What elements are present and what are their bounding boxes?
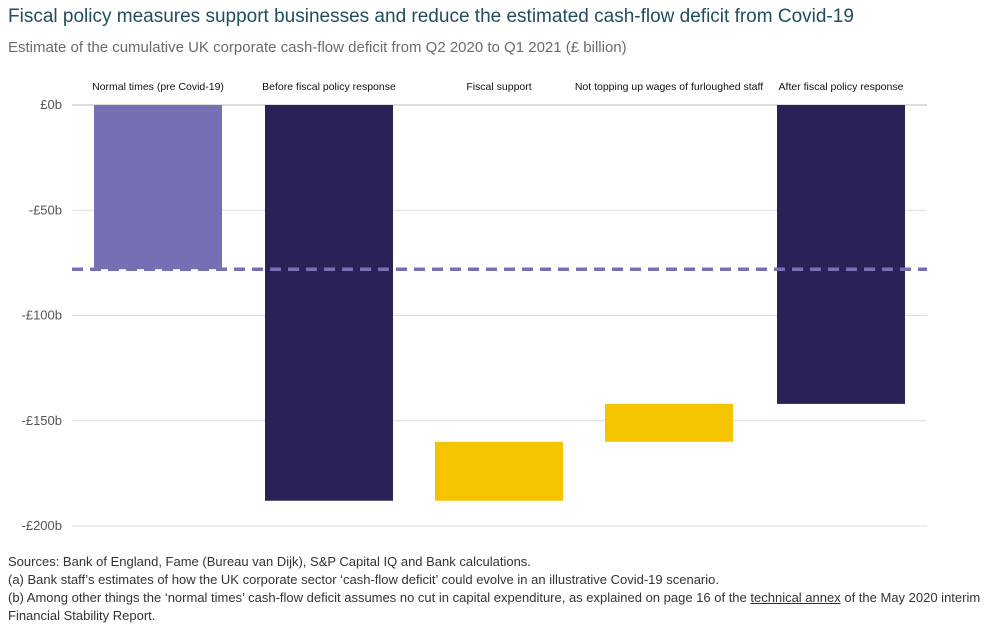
footnotes: Sources: Bank of England, Fame (Bureau v… [8, 553, 998, 625]
category-label: Before fiscal policy response [262, 81, 396, 93]
technical-annex-link[interactable]: technical annex [750, 590, 841, 605]
category-label: Not topping up wages of furloughed staff [575, 81, 763, 93]
sources-note: Sources: Bank of England, Fame (Bureau v… [8, 554, 531, 569]
note-b: (b) Among other things the ‘normal times… [8, 589, 998, 625]
category-label: After fiscal policy response [779, 81, 904, 93]
y-tick-label: -£100b [22, 308, 62, 323]
y-tick-label: -£200b [22, 518, 62, 533]
bar [605, 403, 733, 442]
y-axis-tick-labels: £0b -£50b -£100b -£150b -£200b [22, 97, 62, 533]
note-a: (a) Bank staff’s estimates of how the UK… [8, 572, 719, 587]
bars [94, 105, 905, 501]
y-tick-label: -£150b [22, 413, 62, 428]
bar [777, 105, 905, 404]
category-label: Fiscal support [466, 81, 531, 93]
bar [435, 441, 563, 501]
chart-subtitle: Estimate of the cumulative UK corporate … [8, 39, 627, 56]
bar [265, 105, 393, 501]
y-tick-label: £0b [40, 97, 62, 112]
chart-title: Fiscal policy measures support businesse… [8, 6, 854, 27]
category-labels: Normal times (pre Covid-19) Before fiscal… [92, 81, 904, 93]
note-b-text-start: (b) Among other things the ‘normal times… [8, 590, 751, 605]
note-b-text-end: of the May 2020 interim Financial Stabil… [8, 590, 981, 623]
bar [94, 105, 222, 270]
category-label: Normal times (pre Covid-19) [92, 81, 224, 93]
y-tick-label: -£50b [29, 202, 62, 217]
waterfall-chart: £0b -£50b -£100b -£150b -£200b Normal times … [22, 81, 927, 533]
